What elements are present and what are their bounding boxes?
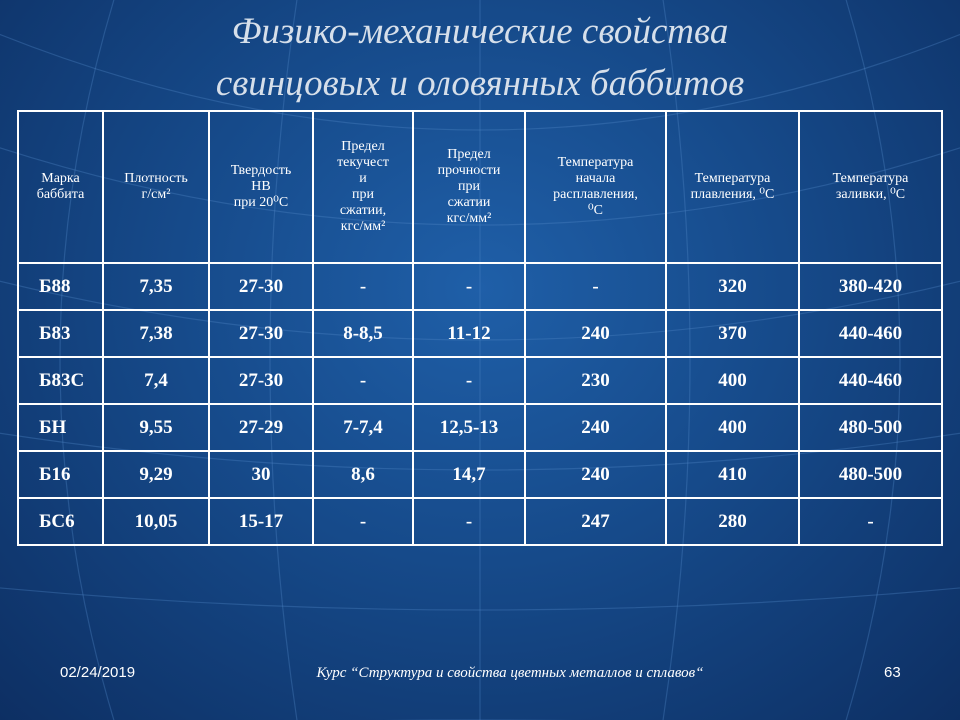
table-cell: 240 — [524, 403, 667, 452]
table-cell: 230 — [524, 356, 667, 405]
header-text-line: Температура — [557, 155, 634, 170]
header-text-line: сжатии — [447, 195, 491, 210]
table-body: Б88 7,35 27-30- - -320 380-420 Б83 7,38 27-30 8-8… — [17, 262, 943, 546]
header-text-line: г/см² — [141, 187, 171, 202]
table-cell: 247 — [524, 497, 667, 546]
babbit-grade-cell: Б83 — [17, 309, 104, 358]
column-header: Предел текучест и при сжатии, кгс/мм² — [312, 110, 414, 264]
table-cell: 440-460 — [798, 356, 943, 405]
table-cell: 380-420 — [798, 262, 943, 311]
table-cell: 12,5-13 — [412, 403, 526, 452]
course-name: Курс “Структура и свойства цветных метал… — [316, 665, 704, 681]
header-text-line: начала — [575, 171, 616, 186]
table-cell: - — [312, 497, 414, 546]
table-cell: 480-500 — [798, 403, 943, 452]
title-line-2: свинцовых и оловянных баббитов — [215, 63, 745, 104]
column-header: Твердость НВ при 20⁰С — [208, 110, 314, 264]
header-text-line: прочности — [437, 163, 501, 178]
title-line-1: Физико-механические свойства — [231, 11, 729, 52]
table-cell: 410 — [665, 450, 800, 499]
table-row: БН 9,55 27-29 7-7,4 12,5-13 240 400 480-500 — [17, 403, 943, 452]
header-text-line: Твердость — [230, 163, 292, 178]
table-cell: 320 — [665, 262, 800, 311]
table-cell: 370 — [665, 309, 800, 358]
table-cell: - — [524, 262, 667, 311]
table-cell: 15-17 — [208, 497, 314, 546]
header-text-line: Плотность — [124, 171, 188, 186]
babbit-grade-cell: БС6 — [17, 497, 104, 546]
header-text-line: заливки, ⁰С — [835, 187, 906, 202]
header-text-line: НВ — [251, 179, 271, 194]
header-text-line: плавления, ⁰С — [690, 187, 775, 202]
header-text-line: кгс/мм² — [446, 211, 492, 226]
header-row: Марка баббита Плотность г/см² Твердость НВ при… — [17, 110, 943, 264]
table-cell: 27-30 — [208, 356, 314, 405]
header-text-line: Марка — [41, 171, 80, 186]
column-header: Температура заливки, ⁰С — [798, 110, 943, 264]
table-cell: 7-7,4 — [312, 403, 414, 452]
table-cell: 30 — [208, 450, 314, 499]
table-cell: 280 — [665, 497, 800, 546]
table-row: Б83С 7,4 27-30- -230 400 440-460 — [17, 356, 943, 405]
table-cell: - — [312, 356, 414, 405]
table-cell: 7,35 — [102, 262, 210, 311]
table-cell: 14,7 — [412, 450, 526, 499]
header-text-line: при — [458, 179, 480, 194]
table-cell: 7,4 — [102, 356, 210, 405]
page-number: 63 — [884, 664, 901, 681]
table-row: Б83 7,38 27-30 8-8,5 11-12 240 370 440-460 — [17, 309, 943, 358]
table-row: БС6 10,05 15-17- -247 280- — [17, 497, 943, 546]
column-header: Марка баббита — [17, 110, 104, 264]
header-text-line: Предел — [341, 139, 385, 154]
table-cell: - — [412, 356, 526, 405]
slide-date: 02/24/2019 — [60, 664, 136, 681]
header-text-line: сжатии, — [339, 203, 387, 218]
table-cell: 10,05 — [102, 497, 210, 546]
header-text-line: текучест — [337, 155, 389, 170]
table-cell: 27-30 — [208, 309, 314, 358]
babbit-grade-cell: Б83С — [17, 356, 104, 405]
table-cell: 400 — [665, 356, 800, 405]
table-cell: 7,38 — [102, 309, 210, 358]
table-row: Б16 9,29 30 8,6 14,7 240 410 480-500 — [17, 450, 943, 499]
header-text-line: при 20⁰С — [233, 195, 289, 210]
table-cell: - — [412, 262, 526, 311]
column-header: Температура начала расплавления, ⁰С — [524, 110, 667, 264]
header-text-line: баббита — [36, 187, 85, 202]
header-text-line: и — [359, 171, 367, 186]
table-cell: 240 — [524, 450, 667, 499]
table-row: Б88 7,35 27-30- - -320 380-420 — [17, 262, 943, 311]
table-cell: 440-460 — [798, 309, 943, 358]
babbit-properties-table: Марка баббита Плотность г/см² Твердость НВ при… — [17, 110, 943, 546]
table-cell: 27-30 — [208, 262, 314, 311]
table-cell: 8-8,5 — [312, 309, 414, 358]
header-text-line: Предел — [447, 147, 491, 162]
table-cell: 9,55 — [102, 403, 210, 452]
slide-title: Физико-механические свойства свинцовых и… — [0, 6, 960, 110]
table-cell: - — [412, 497, 526, 546]
table-cell: 240 — [524, 309, 667, 358]
table-cell: - — [312, 262, 414, 311]
babbit-grade-cell: Б16 — [17, 450, 104, 499]
column-header: Плотность г/см² — [102, 110, 210, 264]
table-cell: 480-500 — [798, 450, 943, 499]
table-cell: - — [798, 497, 943, 546]
table-cell: 8,6 — [312, 450, 414, 499]
table-cell: 27-29 — [208, 403, 314, 452]
table-cell: 400 — [665, 403, 800, 452]
header-text-line: Температура — [694, 171, 771, 186]
column-header: Температура плавления, ⁰С — [665, 110, 800, 264]
header-text-line: при — [352, 187, 374, 202]
column-header: Предел прочности при сжатии кгс/мм² — [412, 110, 526, 264]
header-text-line: Температура — [832, 171, 909, 186]
table-cell: 11-12 — [412, 309, 526, 358]
babbit-grade-cell: Б88 — [17, 262, 104, 311]
table-cell: 9,29 — [102, 450, 210, 499]
header-text-line: ⁰С — [588, 203, 603, 218]
header-text-line: расплавления, — [553, 187, 638, 202]
babbit-grade-cell: БН — [17, 403, 104, 452]
header-text-line: кгс/мм² — [340, 219, 386, 234]
